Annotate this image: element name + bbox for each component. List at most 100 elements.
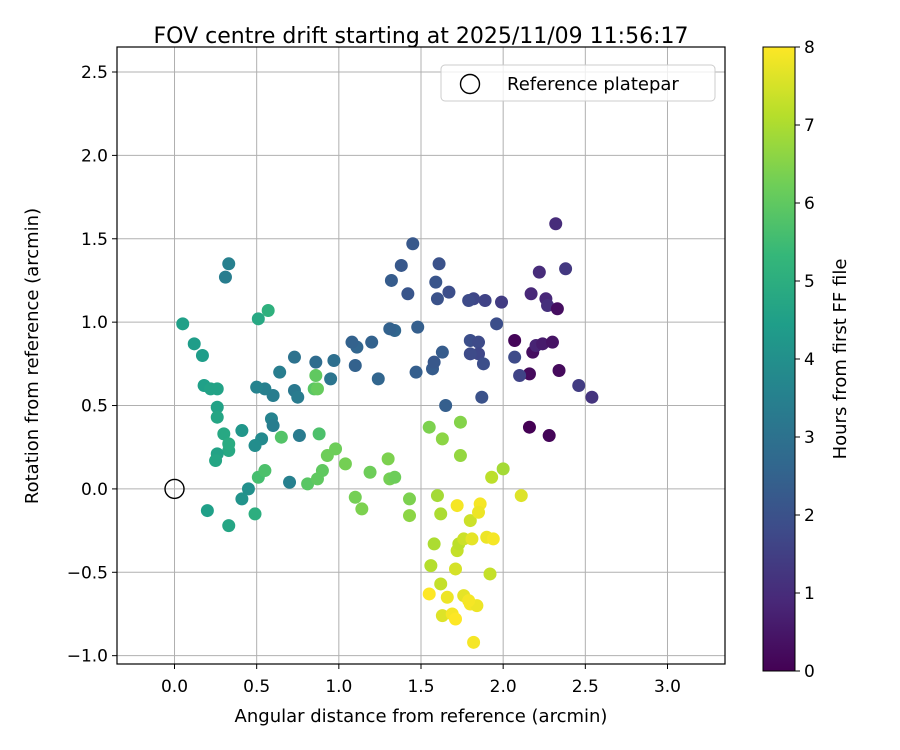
data-point bbox=[532, 265, 546, 279]
data-point bbox=[430, 292, 444, 306]
colorbar-tick-label: 2 bbox=[804, 506, 815, 526]
data-point bbox=[435, 432, 449, 446]
data-point bbox=[365, 335, 379, 349]
data-point bbox=[486, 532, 500, 546]
data-point bbox=[475, 390, 489, 404]
data-point bbox=[449, 612, 463, 626]
data-point bbox=[541, 298, 555, 312]
x-tick-label: 1.0 bbox=[325, 677, 352, 697]
y-tick-label: −1.0 bbox=[67, 647, 108, 667]
data-point bbox=[508, 350, 522, 364]
data-point bbox=[552, 364, 566, 378]
data-point bbox=[449, 562, 463, 576]
data-point bbox=[432, 257, 446, 271]
colorbar-tick-label: 1 bbox=[804, 584, 815, 604]
data-point bbox=[429, 275, 443, 289]
data-point bbox=[508, 333, 522, 347]
y-axis-label: Rotation from reference (arcmin) bbox=[22, 208, 43, 504]
colorbar-tick-label: 6 bbox=[804, 194, 815, 214]
data-point bbox=[251, 312, 265, 326]
data-point bbox=[381, 452, 395, 466]
data-point bbox=[401, 287, 415, 301]
y-tick-label: −0.5 bbox=[67, 563, 108, 583]
data-point bbox=[495, 295, 509, 309]
data-point bbox=[434, 507, 448, 521]
data-point bbox=[345, 335, 359, 349]
data-point bbox=[309, 355, 323, 369]
data-point bbox=[383, 322, 397, 336]
data-point bbox=[524, 287, 538, 301]
data-point bbox=[301, 477, 315, 491]
data-point bbox=[462, 594, 476, 608]
data-point bbox=[450, 499, 464, 513]
data-point bbox=[217, 427, 231, 441]
data-point bbox=[394, 258, 408, 272]
data-point bbox=[348, 490, 362, 504]
data-point bbox=[324, 372, 338, 386]
data-point bbox=[402, 492, 416, 506]
data-point bbox=[274, 430, 288, 444]
y-tick-label: 2.5 bbox=[81, 63, 108, 83]
data-point bbox=[472, 505, 486, 519]
colorbar: 0 1 2 3 4 5 6 7 8 Hours from first FF file bbox=[762, 38, 851, 682]
data-point bbox=[209, 454, 223, 468]
legend-box bbox=[440, 64, 716, 102]
data-point bbox=[559, 262, 573, 276]
data-point bbox=[218, 270, 232, 284]
colorbar-ticks: 0 1 2 3 4 5 6 7 8 bbox=[795, 38, 815, 682]
data-point bbox=[467, 635, 481, 649]
data-point bbox=[430, 489, 444, 503]
data-point bbox=[483, 567, 497, 581]
y-tick-label: 1.5 bbox=[81, 230, 108, 250]
reference-marker bbox=[164, 478, 185, 500]
x-tick-label: 1.5 bbox=[407, 677, 434, 697]
data-point bbox=[222, 257, 236, 271]
data-point bbox=[435, 609, 449, 623]
data-point bbox=[248, 507, 262, 521]
colorbar-gradient bbox=[762, 46, 796, 672]
data-point bbox=[261, 303, 275, 317]
data-point bbox=[258, 464, 272, 478]
colorbar-label: Hours from first FF file bbox=[830, 259, 851, 460]
data-point bbox=[453, 449, 467, 463]
data-point bbox=[422, 420, 436, 434]
chart-title: FOV centre drift starting at 2025/11/09 … bbox=[154, 24, 689, 49]
data-point bbox=[462, 293, 476, 307]
data-point bbox=[248, 439, 262, 453]
data-point bbox=[572, 379, 586, 393]
data-point bbox=[550, 302, 564, 316]
data-point bbox=[195, 349, 209, 362]
data-point bbox=[409, 365, 423, 379]
data-point bbox=[522, 420, 536, 434]
data-point bbox=[187, 337, 201, 351]
data-point bbox=[514, 489, 528, 503]
data-point bbox=[250, 380, 264, 394]
data-point bbox=[384, 273, 398, 287]
data-point bbox=[273, 365, 287, 379]
data-point bbox=[388, 470, 402, 484]
data-point bbox=[355, 502, 369, 516]
data-point bbox=[463, 347, 477, 361]
data-point bbox=[435, 345, 449, 359]
data-point bbox=[422, 587, 436, 601]
data-point bbox=[440, 590, 454, 604]
data-point bbox=[406, 237, 420, 251]
data-point bbox=[463, 514, 477, 528]
reference-point-marker bbox=[164, 478, 185, 500]
data-point bbox=[522, 367, 536, 381]
data-point bbox=[241, 482, 255, 496]
data-point bbox=[513, 369, 527, 383]
data-point bbox=[348, 359, 362, 373]
data-point bbox=[585, 390, 599, 404]
x-tick-label: 2.0 bbox=[490, 677, 517, 697]
y-tick-label: 0.5 bbox=[81, 397, 108, 417]
y-tick-label: 1.0 bbox=[81, 313, 108, 333]
data-point bbox=[287, 350, 301, 364]
data-point bbox=[222, 519, 236, 533]
data-point bbox=[266, 419, 280, 433]
data-point bbox=[309, 369, 323, 383]
data-point bbox=[200, 504, 214, 518]
x-tick-label: 2.5 bbox=[572, 677, 599, 697]
colorbar-tick-label: 5 bbox=[804, 272, 815, 292]
x-tick-label: 0.5 bbox=[243, 677, 270, 697]
